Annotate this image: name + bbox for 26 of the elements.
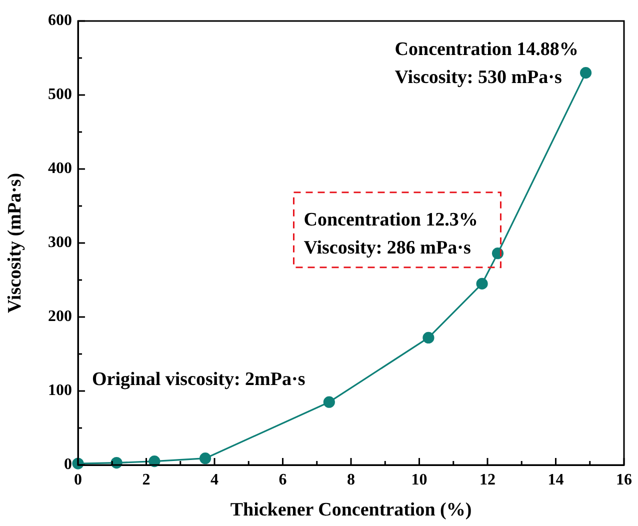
y-tick-label: 400: [48, 160, 72, 178]
point: [199, 452, 212, 464]
y-tick-label: 0: [64, 456, 72, 474]
y-axis-title: Viscosity (mPa·s): [4, 172, 26, 314]
annotation: Concentration 12.3% Viscosity: 286 mPa·s: [304, 209, 478, 258]
x-tick-label: 6: [278, 472, 287, 489]
y-tick-label: 300: [48, 234, 72, 252]
x-tick-label: 4: [210, 472, 218, 489]
point: [323, 396, 335, 408]
annotation: Original viscosity: 2mPa·s: [92, 369, 306, 390]
y-tick-label: 600: [48, 12, 72, 30]
y-tick-label: 500: [48, 86, 72, 104]
x-tick-label: 16: [616, 472, 632, 489]
point: [580, 67, 592, 79]
point: [422, 332, 434, 344]
point: [476, 278, 488, 290]
x-tick-label: 14: [548, 472, 564, 489]
x-tick-label: 8: [347, 472, 355, 489]
point: [148, 456, 160, 468]
x-tick-label: 10: [411, 472, 428, 489]
x-tick-label: 2: [142, 472, 150, 489]
y-tick-label: 100: [48, 382, 72, 400]
annotation: Concentration 14.88% Viscosity: 530 mPa·s: [394, 38, 578, 88]
x-tick-label: 12: [480, 472, 496, 489]
x-axis-title: Thickener Concentration (%): [230, 500, 472, 521]
y-tick-label: 200: [48, 308, 72, 326]
